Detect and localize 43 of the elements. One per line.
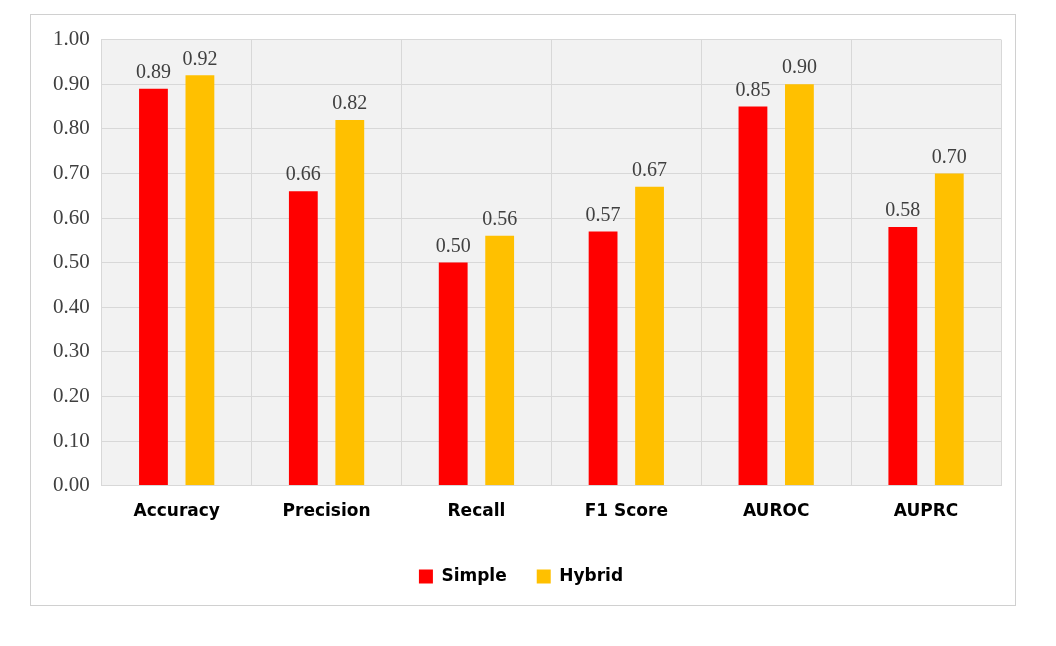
text: 0.67	[632, 158, 668, 181]
x-tick-label: AUROC	[742, 500, 810, 521]
x-tick-label: Recall	[447, 500, 506, 521]
bar	[438, 262, 468, 486]
text: 0.85	[735, 77, 771, 100]
bar	[139, 88, 168, 486]
text: 0.57	[585, 202, 621, 225]
bar	[635, 186, 664, 486]
y-tick-label: 0.10	[53, 427, 90, 452]
text: 0.92	[182, 46, 218, 69]
bar	[888, 226, 918, 486]
y-tick-label: 0.60	[53, 204, 90, 229]
y-tick-label: 0.90	[53, 70, 90, 95]
text: 0.70	[931, 144, 967, 167]
bar	[185, 75, 215, 486]
y-tick-label: 0.70	[53, 159, 90, 184]
x-tick-label: AUPRC	[893, 500, 959, 521]
y-tick-label: 0.40	[53, 293, 90, 318]
text: 0.66	[285, 162, 321, 185]
y-tick-label: 1.00	[53, 26, 90, 51]
x-tick-label: F1 Score	[584, 500, 668, 521]
bar	[335, 119, 365, 486]
bar	[588, 231, 618, 486]
legend-label: Simple	[441, 564, 507, 585]
bar	[785, 84, 814, 486]
bar	[738, 106, 768, 486]
y-tick-label: 0.20	[53, 382, 90, 407]
text: 0.50	[435, 233, 471, 256]
y-tick-label: 0.00	[53, 472, 90, 497]
y-tick-label: 0.80	[53, 115, 90, 140]
bar	[934, 173, 964, 486]
text: 0.90	[781, 55, 817, 78]
legend-label: Hybrid	[559, 564, 624, 585]
text: 0.58	[885, 198, 921, 221]
y-tick-label: 0.50	[53, 249, 90, 274]
text: 0.82	[332, 91, 368, 114]
y-tick-label: 0.30	[53, 338, 90, 363]
text: 0.56	[482, 207, 518, 230]
text: 0.89	[135, 59, 171, 82]
x-tick-label: Accuracy	[133, 500, 220, 521]
bar	[288, 191, 318, 486]
bar	[485, 235, 515, 486]
x-tick-label: Precision	[282, 500, 371, 521]
